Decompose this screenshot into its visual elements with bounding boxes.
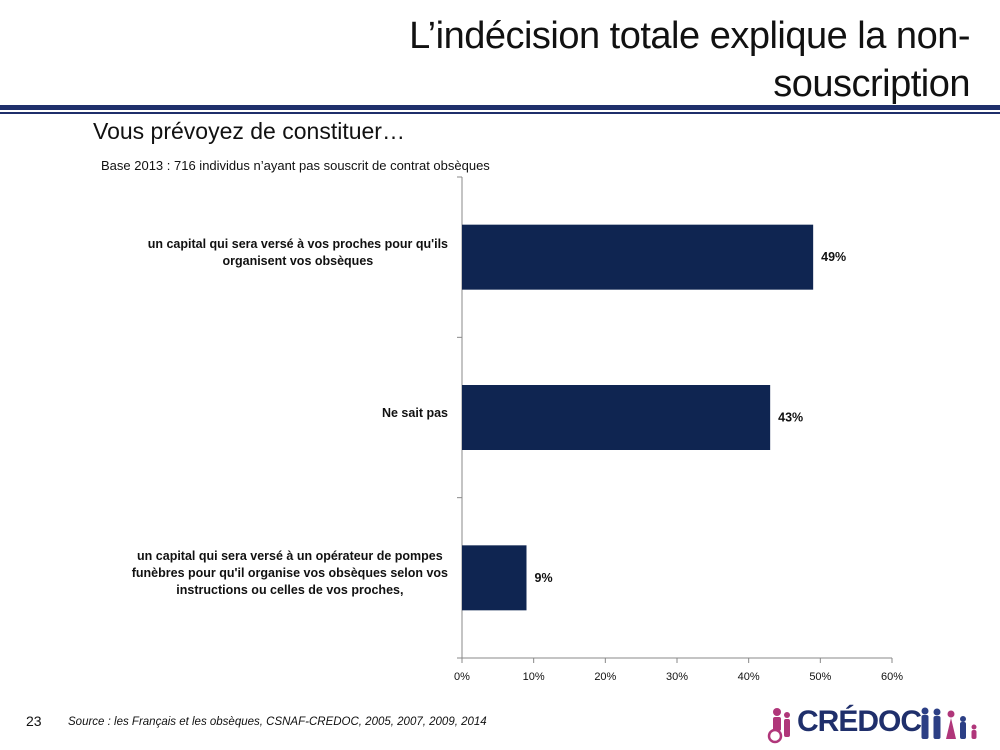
bar [462,224,814,290]
data-label: 49% [821,250,846,264]
logo-text: CRÉDOC [797,705,922,738]
logo-figures-icon [767,707,977,744]
data-label: 43% [778,411,803,425]
x-tick-label: 30% [666,671,688,683]
base-note: Base 2013 : 716 individus n’ayant pas so… [101,158,490,173]
category-label-line: instructions ou celles de vos proches, [176,583,404,598]
x-tick-label: 0% [454,671,470,683]
category-label: un capital qui sera versé à vos proches … [148,236,448,270]
x-tick-label: 40% [738,671,760,683]
category-label-line: un capital qui sera versé à vos proches … [147,237,448,252]
page-number: 23 [26,713,42,729]
credoc-logo: CRÉDOC [765,703,985,745]
header-rule [0,105,1000,110]
survey-question: Vous prévoyez de constituer… [93,118,405,144]
category-label-line: Ne sait pas [381,406,448,420]
page-title: L’indécision totale explique la non- sou… [330,12,970,108]
category-label-line: organisent vos obsèques [222,254,374,269]
category-label-line: funèbres pour qu'il organise vos obsèque… [131,566,448,581]
page-title-line-1: L’indécision totale explique la non- [409,15,970,57]
bar [462,385,771,450]
x-tick-label: 10% [523,671,545,683]
x-tick-label: 20% [594,671,616,683]
source-note: Source : les Français et les obsèques, C… [68,716,487,728]
page-title-line-2: souscription [773,63,970,105]
category-label: un capital qui sera versé à un opérateur… [132,548,448,599]
data-label: 9% [535,571,553,585]
x-tick-label: 60% [881,671,903,683]
bar [462,545,527,611]
header-rule-thin [0,112,1000,114]
category-label-line: un capital qui sera versé à un opérateur… [137,549,443,564]
x-tick-label: 50% [809,671,831,683]
category-label: Ne sait pas [382,405,448,422]
